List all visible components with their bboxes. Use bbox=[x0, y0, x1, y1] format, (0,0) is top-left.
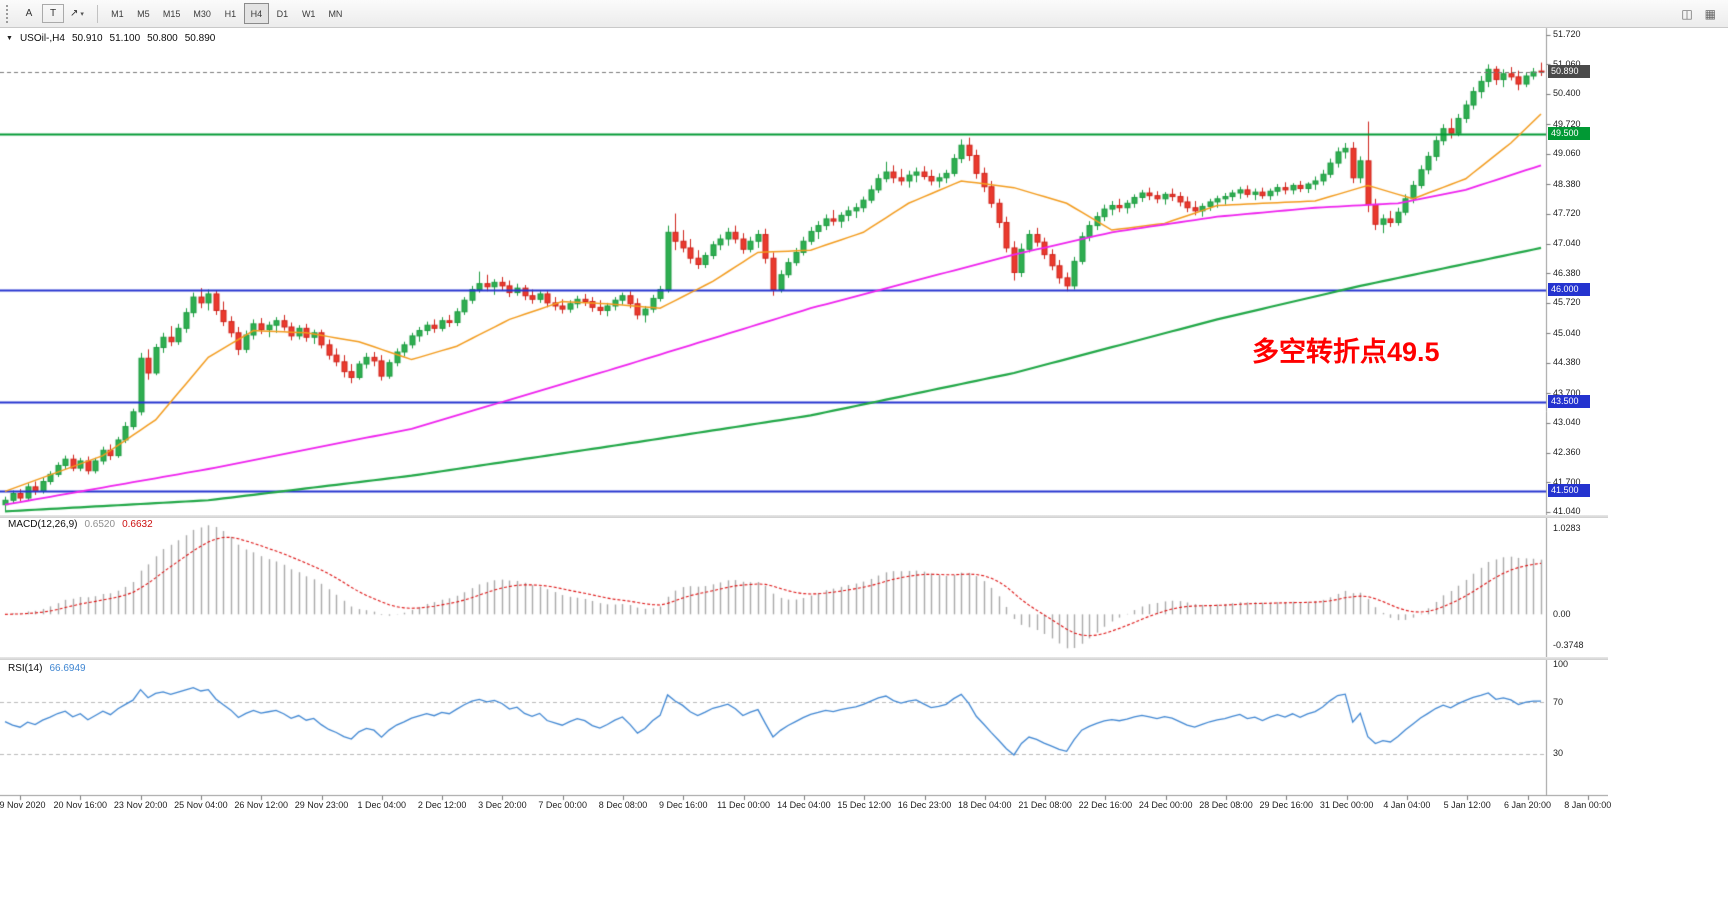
time-axis-label: 23 Nov 20:00 bbox=[113, 800, 168, 810]
time-axis-label: 19 Nov 2020 bbox=[0, 800, 46, 810]
time-axis-label: 15 Dec 12:00 bbox=[837, 800, 891, 810]
panel-splitter-rsi[interactable] bbox=[0, 657, 1608, 660]
price-axis-label: 47.720 bbox=[1553, 208, 1581, 219]
timeframe-button-mn[interactable]: MN bbox=[328, 8, 343, 19]
time-axis-label: 3 Dec 20:00 bbox=[478, 800, 527, 810]
rsi-axis-label: 30 bbox=[1553, 748, 1564, 759]
timeframe-button-m15[interactable]: M15 bbox=[162, 8, 181, 19]
toolbar: A T ↗ ▾ M1 M5 M15 M30 H1 H4 D1 W1 MN ◫ ▦ bbox=[0, 0, 1728, 28]
time-axis-label: 5 Jan 12:00 bbox=[1443, 800, 1491, 810]
price-axis-label: 43.700 bbox=[1553, 387, 1581, 398]
panel-splitter-macd[interactable] bbox=[0, 515, 1608, 518]
timeframe-group: M1 M5 M15 M30 H1 H4 D1 W1 MN bbox=[105, 3, 349, 24]
time-axis-label: 4 Jan 04:00 bbox=[1383, 800, 1431, 810]
price-axis-label: 42.360 bbox=[1553, 447, 1581, 458]
price-line-badge: 46.000 bbox=[1548, 283, 1590, 297]
price-line-badge: 41.500 bbox=[1548, 484, 1590, 498]
time-axis-label: 26 Nov 12:00 bbox=[234, 800, 288, 810]
time-axis-label: 16 Dec 23:00 bbox=[897, 800, 952, 810]
timeframe-button-h1[interactable]: H1 bbox=[224, 8, 237, 19]
price-axis-label: 41.700 bbox=[1553, 476, 1581, 487]
macd-axis-label: -0.3748 bbox=[1553, 640, 1584, 651]
time-axis-label: 29 Nov 23:00 bbox=[294, 800, 349, 810]
time-axis-label: 2 Dec 12:00 bbox=[417, 800, 467, 810]
time-axis-label: 28 Dec 08:00 bbox=[1199, 800, 1253, 810]
rsi-axis-label: 100 bbox=[1553, 658, 1569, 669]
rsi-name: RSI(14) bbox=[8, 663, 43, 674]
timeframe-button-m30[interactable]: M30 bbox=[193, 8, 211, 19]
macd-indicator-label: MACD(12,26,9) 0.6520 0.6632 bbox=[8, 519, 153, 530]
time-axis-label: 18 Dec 04:00 bbox=[958, 800, 1012, 810]
time-axis-label: 8 Jan 00:00 bbox=[1564, 800, 1612, 810]
time-axis-label: 22 Dec 16:00 bbox=[1078, 800, 1133, 810]
chevron-down-icon: ▾ bbox=[80, 10, 84, 18]
price-axis-label: 51.720 bbox=[1553, 29, 1581, 40]
price-axis-label: 51.060 bbox=[1553, 58, 1581, 69]
tile-windows-button[interactable]: ◫ bbox=[1681, 6, 1693, 21]
time-axis-label: 31 Dec 00:00 bbox=[1319, 800, 1374, 810]
symbol-timeframe-label: USOil-,H4 bbox=[19, 33, 65, 44]
ohlc-high: 51.100 bbox=[109, 33, 141, 44]
rsi-indicator-label: RSI(14) 66.6949 bbox=[8, 663, 86, 674]
chart-ohlc-header: ▼ USOil-,H4 50.910 51.100 50.800 50.890 bbox=[6, 33, 215, 44]
time-axis[interactable] bbox=[0, 796, 1608, 818]
macd-name: MACD(12,26,9) bbox=[8, 519, 78, 530]
price-axis-label: 50.400 bbox=[1553, 88, 1581, 99]
price-line-badge: 49.500 bbox=[1548, 127, 1590, 141]
text-tool-button[interactable]: A bbox=[25, 8, 33, 19]
time-axis-label: 21 Dec 08:00 bbox=[1018, 800, 1072, 810]
price-axis-label: 49.060 bbox=[1553, 148, 1581, 159]
ohlc-low: 50.800 bbox=[147, 33, 178, 44]
price-axis[interactable] bbox=[1547, 28, 1608, 795]
price-axis-label: 44.380 bbox=[1553, 357, 1581, 368]
timeframe-button-h4[interactable]: H4 bbox=[243, 3, 269, 24]
price-axis-label: 46.380 bbox=[1553, 267, 1581, 278]
time-axis-label: 14 Dec 04:00 bbox=[777, 800, 831, 810]
price-line-badge: 43.500 bbox=[1548, 395, 1590, 408]
draw-tools-dropdown[interactable]: ↗ ▾ bbox=[64, 3, 90, 24]
macd-main-value: 0.6520 bbox=[84, 519, 116, 530]
ohlc-close: 50.890 bbox=[184, 33, 216, 44]
price-axis-label: 47.040 bbox=[1553, 238, 1581, 249]
time-axis-label: 24 Dec 00:00 bbox=[1138, 800, 1193, 810]
time-axis-label: 1 Dec 04:00 bbox=[357, 800, 407, 810]
new-chart-button[interactable]: ▦ bbox=[1704, 6, 1716, 21]
time-axis-label: 11 Dec 00:00 bbox=[717, 800, 771, 810]
time-axis-label: 9 Dec 16:00 bbox=[659, 800, 708, 810]
price-axis-label: 43.040 bbox=[1553, 417, 1581, 428]
macd-axis-label: 1.0283 bbox=[1553, 523, 1581, 534]
price-axis-label: 45.720 bbox=[1553, 297, 1581, 308]
rsi-value: 66.6949 bbox=[49, 663, 86, 674]
arrow-tool-icon: ↗ bbox=[70, 8, 79, 19]
price-axis-label: 48.380 bbox=[1553, 178, 1581, 189]
macd-signal-value: 0.6632 bbox=[122, 519, 153, 530]
price-axis-label: 49.720 bbox=[1553, 118, 1581, 129]
macd-axis-label: 0.00 bbox=[1553, 608, 1571, 619]
toolbar-grip[interactable] bbox=[6, 4, 12, 23]
timeframe-button-m5[interactable]: M5 bbox=[137, 8, 150, 19]
timeframe-button-w1[interactable]: W1 bbox=[301, 8, 316, 19]
timeframe-button-d1[interactable]: D1 bbox=[276, 8, 289, 19]
time-axis-label: 29 Dec 16:00 bbox=[1259, 800, 1314, 810]
price-axis-label: 45.040 bbox=[1553, 327, 1581, 338]
ohlc-open: 50.910 bbox=[71, 33, 103, 44]
time-axis-label: 6 Jan 20:00 bbox=[1503, 800, 1552, 810]
chart-canvas[interactable] bbox=[0, 0, 1608, 820]
timeframe-button-m1[interactable]: M1 bbox=[111, 8, 124, 19]
time-axis-label: 25 Nov 04:00 bbox=[174, 800, 228, 810]
rsi-axis-label: 70 bbox=[1553, 696, 1564, 707]
time-axis-label: 20 Nov 16:00 bbox=[53, 800, 108, 810]
chart-annotation-text[interactable]: 多空转折点49.5 bbox=[1252, 337, 1440, 367]
symbol-dropdown-icon[interactable]: ▼ bbox=[6, 35, 13, 42]
current-price-badge: 50.890 bbox=[1548, 64, 1590, 78]
time-axis-label: 8 Dec 08:00 bbox=[598, 800, 648, 810]
toolbar-separator bbox=[96, 4, 98, 23]
price-axis-label: 41.040 bbox=[1553, 506, 1581, 517]
textbox-tool-button[interactable]: T bbox=[42, 4, 64, 23]
time-axis-label: 7 Dec 00:00 bbox=[538, 800, 587, 810]
